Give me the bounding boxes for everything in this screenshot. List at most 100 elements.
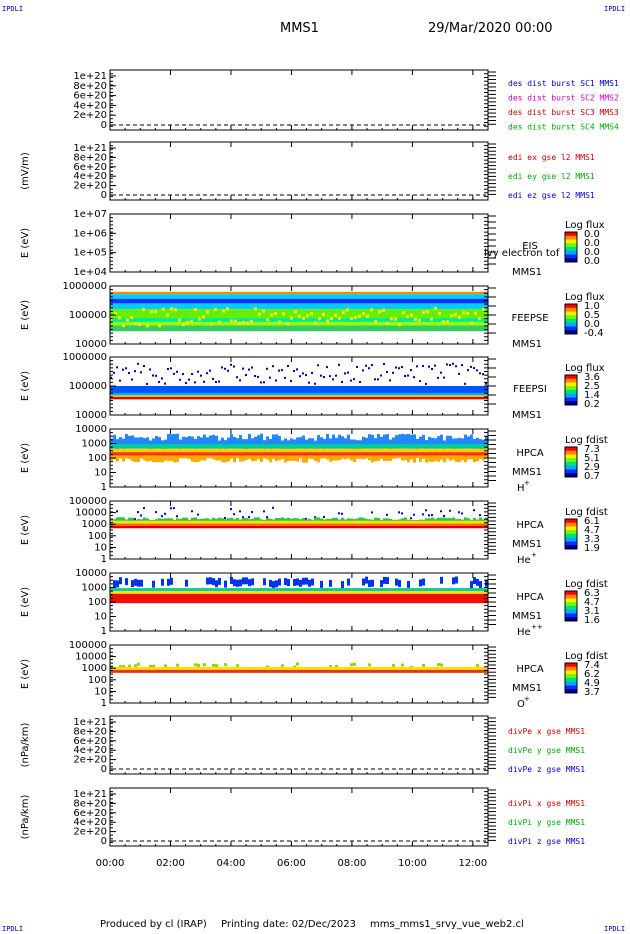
spectrogram-cell bbox=[287, 667, 290, 670]
spectrogram-cell bbox=[146, 518, 149, 522]
y-tick-label: 6e+20 bbox=[73, 808, 107, 819]
spectrogram-cell bbox=[158, 437, 161, 448]
spectrogram-cell bbox=[125, 588, 128, 591]
spectrogram-cell bbox=[368, 523, 371, 526]
colorbar-segment bbox=[565, 401, 577, 406]
spectrogram-cell bbox=[128, 517, 131, 522]
spectrogram-cell bbox=[380, 455, 383, 459]
spectrogram-cell bbox=[248, 433, 251, 445]
spectrogram-cell bbox=[239, 452, 242, 456]
spectrogram-cell bbox=[221, 448, 224, 453]
spectrogram-cell bbox=[380, 523, 383, 526]
spectrogram-cell bbox=[164, 444, 167, 449]
spectrogram-cell bbox=[314, 452, 317, 456]
colorbar-tick-label: 6.1 bbox=[584, 516, 600, 527]
spectrogram-cell bbox=[338, 448, 341, 453]
spectrogram-cell bbox=[230, 319, 233, 323]
spectrogram-cell bbox=[470, 444, 473, 449]
spectrogram-cell bbox=[329, 444, 332, 449]
spectrogram-cell bbox=[410, 455, 413, 460]
spectrogram-cell bbox=[275, 452, 278, 456]
spectrogram-cell bbox=[449, 448, 452, 453]
spectrogram-cell bbox=[176, 520, 179, 524]
spectrogram-cell bbox=[464, 667, 467, 670]
spectrogram-cell bbox=[452, 438, 455, 449]
spectrogram-cell bbox=[362, 448, 365, 453]
spectrogram-cell bbox=[476, 520, 479, 524]
spectrogram-cell bbox=[473, 523, 476, 526]
spectrogram-cell bbox=[392, 455, 395, 459]
colorbar-tick-label: 0.0 bbox=[584, 238, 600, 249]
colorbar-segment bbox=[565, 473, 577, 478]
spectrogram-cell bbox=[466, 311, 469, 315]
colorbar-tick-label: 1.0 bbox=[584, 301, 600, 312]
spectrogram-cell bbox=[428, 523, 431, 526]
spectrogram-cell bbox=[380, 580, 383, 588]
spectrogram-cell bbox=[422, 590, 425, 594]
spectrogram-cell bbox=[440, 523, 443, 526]
spectrogram-cell bbox=[254, 448, 257, 453]
spectrogram-cell bbox=[119, 379, 121, 382]
spectrogram-cell bbox=[341, 517, 344, 522]
spectrogram-cell bbox=[389, 452, 392, 456]
y-tick-label: 0 bbox=[101, 120, 107, 131]
spectrogram-cell bbox=[122, 588, 125, 591]
spectrogram-cell bbox=[221, 452, 224, 456]
spectrogram-cell bbox=[250, 319, 253, 323]
spectrogram-cell bbox=[161, 452, 164, 456]
spectrogram-cell bbox=[395, 520, 398, 524]
spectrogram-cell bbox=[368, 663, 371, 667]
spectrogram-cell bbox=[287, 448, 290, 453]
y-tick-label: 1e+06 bbox=[73, 228, 107, 239]
spectrogram-cell bbox=[479, 514, 481, 517]
spectrogram-cell bbox=[293, 452, 296, 456]
spectrogram-cell bbox=[173, 507, 175, 510]
spectrogram-cell bbox=[158, 381, 160, 384]
spectrogram-cell bbox=[416, 588, 419, 591]
spectrogram-cell bbox=[335, 520, 338, 524]
spectrogram-cell bbox=[377, 523, 380, 526]
spectrogram-cell bbox=[404, 523, 407, 526]
spectrogram-cell bbox=[356, 448, 359, 453]
spectrogram-cell bbox=[395, 366, 397, 369]
y-tick-label: 10000 bbox=[75, 652, 107, 663]
spectrogram-cell bbox=[248, 579, 251, 587]
spectrogram-cell bbox=[404, 455, 407, 461]
colorbar-tick-label: 0.0 bbox=[584, 319, 600, 330]
spectrogram-cell bbox=[182, 373, 184, 376]
spectrogram-cell bbox=[203, 448, 206, 453]
spectrogram-cell bbox=[293, 455, 296, 461]
spectrogram-cell bbox=[374, 452, 377, 456]
spectrogram-cell bbox=[414, 317, 417, 321]
spectrogram-cell bbox=[347, 452, 350, 456]
spectrogram-cell bbox=[368, 588, 371, 591]
spectrogram-cell bbox=[470, 581, 473, 589]
spectrogram-cell bbox=[383, 576, 386, 584]
y-axis-label: (mV/m) bbox=[20, 152, 31, 190]
spectrogram-cell bbox=[386, 513, 388, 516]
spectrogram-cell bbox=[428, 514, 430, 517]
spacecraft-label: MMS1 bbox=[512, 539, 542, 550]
y-tick-label: 100000 bbox=[69, 381, 107, 392]
spectrogram-cell bbox=[401, 518, 404, 522]
spectrogram-cell bbox=[269, 523, 272, 526]
spectrogram-cell bbox=[332, 444, 335, 449]
spectrogram-cell bbox=[209, 452, 212, 456]
spectrogram-cell bbox=[158, 444, 161, 449]
spectrogram-cell bbox=[473, 367, 475, 370]
spectrogram-cell bbox=[416, 444, 419, 449]
colorbar-segment bbox=[565, 613, 577, 618]
spectrogram-cell bbox=[143, 588, 146, 591]
y-tick-label: 1 bbox=[101, 626, 107, 637]
spectrogram-cell bbox=[374, 320, 377, 324]
spectrogram-cell bbox=[164, 448, 167, 453]
spectrogram-cell bbox=[218, 444, 221, 449]
spectrogram-cell bbox=[158, 518, 161, 522]
spectrogram-cell bbox=[206, 448, 209, 453]
spectrogram-cell bbox=[308, 381, 310, 384]
spectrogram-cell bbox=[188, 452, 191, 456]
species-charge: + bbox=[531, 551, 537, 559]
colorbar-tick-label: 4.7 bbox=[584, 597, 600, 608]
spectrogram-cell bbox=[386, 444, 389, 449]
